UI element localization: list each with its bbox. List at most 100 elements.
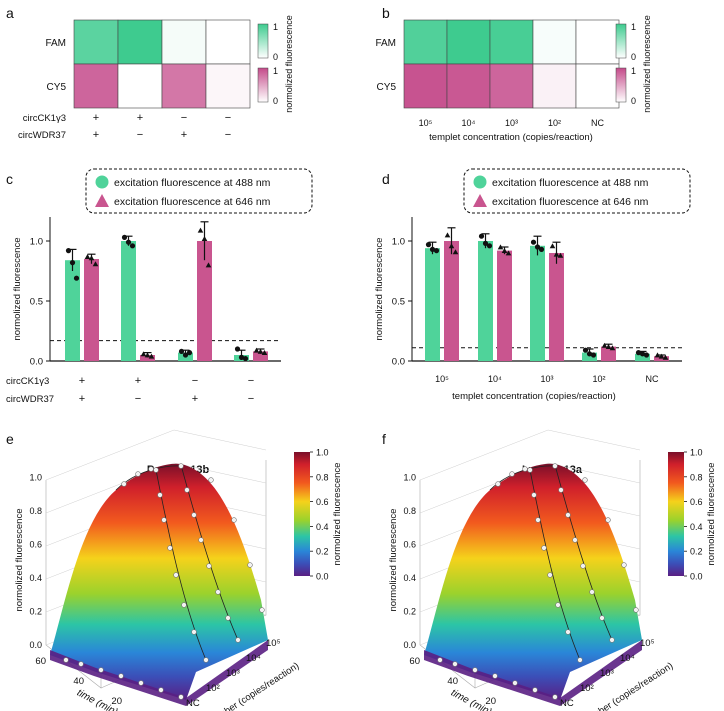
x-tick-label: 10⁵: [435, 374, 449, 384]
grid-line: [419, 429, 549, 481]
bar-646: [497, 250, 512, 361]
surface-marker: [148, 466, 154, 472]
z-tick-label: 0.6: [403, 540, 416, 550]
time-tick-label: 40: [73, 676, 84, 687]
surface-marker: [206, 563, 212, 569]
sign-label: −: [225, 129, 231, 141]
grid-line: [547, 462, 641, 484]
time-tick-label: 60: [35, 656, 46, 667]
surface-marker: [198, 537, 204, 543]
copy-tick-label: 10⁴: [246, 653, 261, 664]
x-axis-label: templet concentration (copies/reaction): [429, 132, 593, 143]
data-point: [605, 344, 612, 349]
row-label: circCK1γ3: [23, 113, 66, 124]
column-label: 10³: [505, 118, 518, 128]
data-point: [73, 275, 80, 281]
surface-marker: [203, 657, 209, 663]
colorbar-pink: [615, 67, 627, 103]
surface-marker: [582, 477, 588, 483]
surface-marker: [161, 517, 167, 523]
legend-marker-646: [95, 194, 109, 207]
z-axis-label: normolized fluorescence: [388, 509, 399, 612]
x-tick-label: 10³: [540, 374, 553, 384]
data-point: [88, 255, 95, 261]
sign-label: +: [79, 375, 85, 387]
colorbar-tick-label: 0.2: [316, 547, 329, 557]
heatmap-cell: [532, 19, 577, 65]
surface-marker: [157, 492, 163, 498]
surface-marker: [541, 545, 547, 551]
y-tick-label: 0.5: [30, 297, 43, 308]
bar-488: [121, 241, 136, 361]
ridge-line: [180, 464, 239, 641]
y-tick-label: 0.0: [30, 357, 43, 368]
row-label: FAM: [45, 38, 66, 49]
y-tick-label: 1.0: [392, 237, 405, 248]
row-label: FAM: [375, 38, 396, 49]
time-tick-label: 20: [111, 696, 122, 707]
colorbar-tick-label: 0.0: [316, 572, 329, 582]
data-point: [242, 356, 249, 362]
sign-label: −: [248, 375, 254, 387]
copy-tick-label: 10⁴: [620, 653, 635, 664]
surface-marker: [191, 512, 197, 518]
data-point: [557, 252, 564, 258]
colorbar-tick-label: 0.8: [690, 472, 703, 482]
copy-tick-label: 10⁵: [266, 638, 281, 649]
row-label: CY5: [377, 82, 397, 93]
surface-marker: [492, 673, 498, 679]
legend-label-488: excitation fluorescence at 488 nm: [492, 177, 649, 189]
surface-mesh: [424, 463, 642, 700]
grid-line: [173, 462, 267, 484]
surface-marker: [191, 629, 197, 635]
colorbar-tick-label: 1.0: [690, 448, 703, 458]
data-point: [253, 347, 260, 353]
sign-label: +: [137, 112, 143, 124]
surface-marker: [565, 629, 571, 635]
copy-tick-label: 10⁵: [640, 638, 655, 649]
z-tick-label: 0.8: [403, 506, 416, 516]
data-point: [65, 248, 72, 254]
bar-chart-c: excitation fluorescence at 488 nm excitat…: [6, 168, 313, 405]
z-axis-label: normolized fluorescence: [14, 509, 25, 612]
surface-marker: [495, 481, 501, 487]
data-point: [534, 244, 541, 250]
surface-marker: [235, 637, 241, 643]
data-point: [429, 246, 436, 252]
heatmap-a: FAM CY5 1 0 1 0 normolized fluorescence circCK1…: [18, 15, 294, 141]
data-point: [553, 251, 560, 257]
grid-line: [173, 429, 267, 451]
surface-marker: [158, 687, 164, 693]
column-label: 10⁴: [462, 118, 476, 128]
data-point: [448, 243, 455, 249]
heatmap-cell: [575, 19, 620, 65]
surface-marker: [535, 517, 541, 523]
colorbar-tick-label: 0.2: [690, 547, 703, 557]
bar-488: [478, 241, 493, 361]
z-tick-label: 0.6: [29, 540, 42, 550]
bar-chart-d: excitation fluorescence at 488 nm excitat…: [374, 168, 691, 402]
colorbar-tick-label: 1.0: [316, 448, 329, 458]
sign-label: +: [135, 375, 141, 387]
heatmap-cell: [489, 19, 534, 65]
surface-marker: [621, 562, 627, 568]
z-tick-label: 0.4: [403, 573, 416, 583]
data-point: [69, 260, 76, 266]
heatmap-cell: [446, 19, 491, 65]
y-tick-label: 0.5: [392, 297, 405, 308]
colorbar-green: [257, 23, 269, 59]
data-point: [654, 352, 661, 358]
surface-marker: [63, 657, 69, 663]
surface-marker: [609, 637, 615, 643]
bar-646: [444, 241, 459, 361]
panel-letter-d: d: [382, 171, 390, 187]
sign-label: −: [225, 112, 231, 124]
legend-box: [85, 168, 313, 214]
surface-base: [50, 640, 268, 706]
sign-label: −: [192, 375, 198, 387]
data-point: [482, 240, 489, 246]
colorbar-label: normolized fluorescence: [284, 15, 294, 113]
colorbar-tick: 0: [273, 96, 278, 106]
x-axis-label: templet concentration (copies/reaction): [452, 391, 616, 402]
